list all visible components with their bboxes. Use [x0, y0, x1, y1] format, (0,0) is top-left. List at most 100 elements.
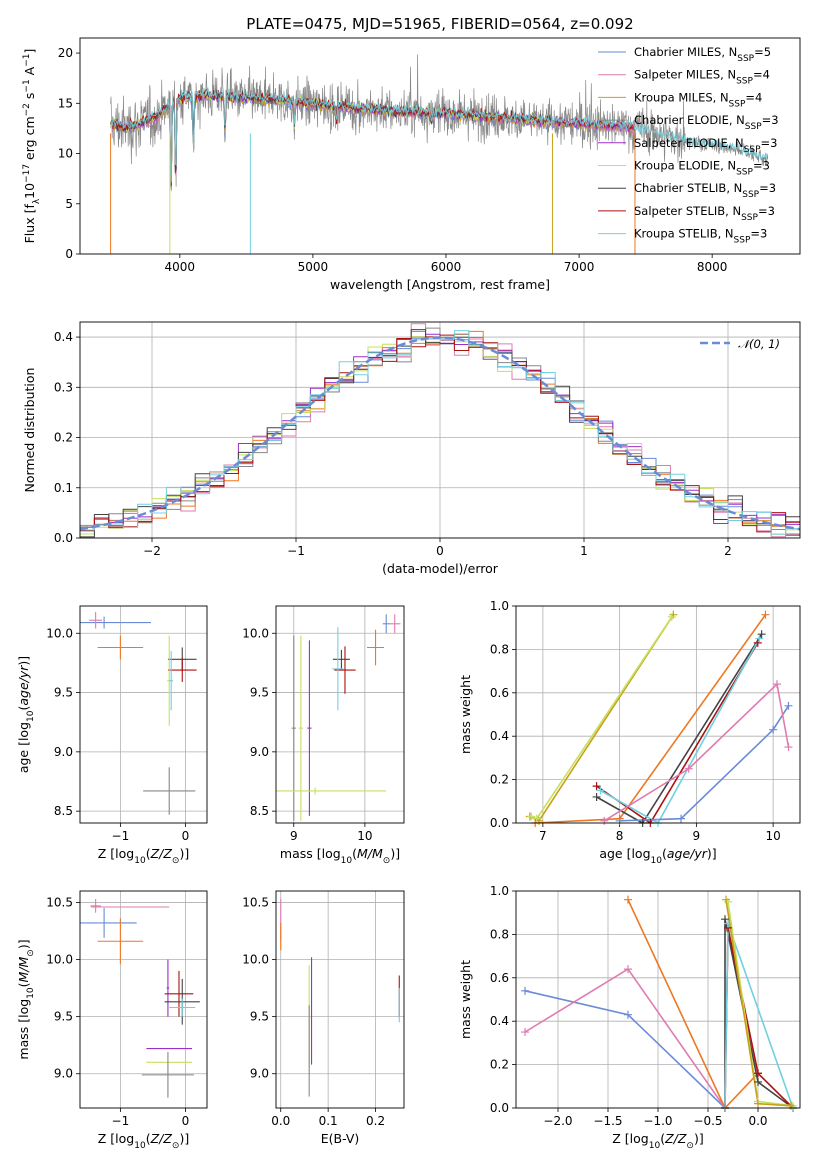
x-tick-label: 5000 [298, 260, 329, 274]
axes-frame [515, 605, 801, 824]
x-tick-label: −2.0 [543, 1114, 572, 1128]
x-tick-label: −2 [143, 544, 161, 558]
y-tick-label: 8.5 [54, 804, 73, 818]
panel-mass_vs_Z: −1 09.09.510.010.5Z [log10(Z/Z⊙)]mass [lo… [16, 890, 208, 1151]
label-part: 10 [26, 710, 36, 722]
mass-weight-line [524, 968, 726, 1108]
label-part: 10 [649, 1141, 661, 1151]
label-part: ( [352, 846, 357, 861]
label-part: Kroupa MILES, N [634, 90, 729, 104]
y-axis-label: Flux [fλ10−17 erg cm−2 s−1 A−1] [22, 49, 42, 244]
axes-frame [79, 321, 801, 539]
y-tick-label: 0 [65, 247, 73, 261]
mass-weight-marker [787, 1101, 795, 1110]
mass-weight-marker [592, 792, 601, 801]
mass-weight-line [627, 899, 759, 1108]
panel-massweight_vs_Z: −2.0 −1.5 −1.0 −0.5 0.0 0.0 0.2 0.4 0.6 0.8 1.0 Z [… [458, 884, 801, 1151]
x-tick-label: 10 [357, 829, 372, 843]
mass-weight-marker [724, 919, 732, 928]
label-part: age [log [16, 722, 31, 773]
mass-weight-marker [753, 638, 762, 647]
mass-weight-line [603, 682, 790, 822]
mass-weight-marker [754, 1069, 762, 1078]
plot-area-age_vs_Z [80, 606, 207, 823]
label-part: M/M [16, 956, 31, 982]
mass-weight-line [600, 638, 761, 823]
legend-entry: Chabrier MILES, NSSP=5 [634, 45, 771, 64]
mass-weight-marker [521, 986, 529, 995]
mass-weight-marker [596, 786, 605, 795]
y-tick-label: 0.2 [54, 431, 73, 445]
label-part: =5 [754, 45, 771, 59]
y-tick-label: 0.8 [490, 927, 509, 941]
label-part: Flux [f [22, 204, 37, 244]
label-part: SSP [737, 54, 754, 64]
mass-weight-marker [754, 1099, 762, 1108]
label-part: SSP [736, 77, 753, 87]
label-part: Chabrier MILES, N [634, 45, 737, 59]
y-tick-label: 0.2 [490, 1058, 509, 1072]
panel-residuals: −2 −1 0 1 2 0.0 0.1 0.2 0.3 0.4 (data-model)/error… [22, 321, 801, 576]
y-tick-label: 0.4 [490, 1014, 509, 1028]
legend-entry: 𝒩(0, 1) [738, 337, 780, 351]
mass-weight-marker [757, 630, 766, 639]
label-part: λ [32, 198, 42, 204]
y-tick-label: 0.6 [490, 686, 509, 700]
figure-title: PLATE=0475, MJD=51965, FIBERID=0564, z=0… [246, 15, 633, 33]
label-part: ⊙ [172, 1141, 180, 1151]
x-axis-label: wavelength [Angstrom, rest frame] [330, 277, 550, 292]
x-tick-label: 4000 [165, 260, 196, 274]
label-part: (data-model)/error [382, 561, 499, 576]
label-part: ⊙ [26, 949, 36, 957]
y-tick-label: 0.0 [490, 1101, 509, 1115]
label-part: SSP [741, 213, 758, 223]
label-part: −2 [22, 103, 32, 116]
legend-entry: Salpeter ELODIE, NSSP=3 [634, 136, 777, 155]
mass-weight-marker [772, 680, 781, 689]
label-part: Z/Z [664, 1131, 687, 1146]
y-axis-label: Normed distribution [22, 368, 37, 493]
x-axis-label: Z [log10(Z/Z⊙)] [98, 1131, 189, 1151]
label-part: =3 [761, 136, 778, 150]
label-part: −1 [22, 79, 32, 92]
legend-entry: Chabrier ELODIE, NSSP=3 [634, 113, 779, 132]
y-tick-label: 10.5 [242, 895, 269, 909]
y-tick-label: 9.0 [54, 1067, 73, 1081]
label-part: mass weight [458, 675, 473, 754]
x-tick-label: 0.0 [748, 1114, 767, 1128]
label-part: age [log [599, 846, 650, 861]
y-tick-label: 0.0 [54, 531, 73, 545]
label-part: )] [16, 656, 31, 666]
y-tick-label: 9.5 [250, 686, 269, 700]
label-part: ⊙ [383, 856, 391, 866]
x-tick-label: −0.5 [693, 1114, 722, 1128]
x-tick-label: 9 [290, 829, 298, 843]
label-part: ( [146, 1131, 151, 1146]
y-tick-label: 9.0 [54, 745, 73, 759]
x-tick-label: 0 [182, 1114, 190, 1128]
label-part: ⊙ [172, 856, 180, 866]
label-part: SSP [745, 122, 762, 132]
y-tick-label: 9.0 [250, 1067, 269, 1081]
y-tick-label: 10.5 [46, 895, 73, 909]
y-tick-label: 0.3 [54, 380, 73, 394]
x-tick-label: 0.0 [271, 1114, 290, 1128]
label-part: wavelength [Angstrom, rest frame] [330, 277, 550, 292]
mass-weight-marker [615, 816, 624, 825]
mass-weight-line [531, 616, 673, 820]
label-part: 10 [22, 183, 37, 199]
label-part: SSP [736, 168, 753, 178]
mass-weight-marker [667, 612, 676, 621]
label-part: 10 [134, 1141, 146, 1151]
label-part: SSP [729, 99, 746, 109]
y-tick-label: 0.0 [490, 816, 509, 830]
mass-weight-marker [677, 814, 686, 823]
mass-weight-marker [784, 743, 793, 752]
axes-frame [275, 890, 405, 1109]
label-part: 10 [651, 856, 663, 866]
label-part: Z/Z [150, 846, 173, 861]
y-tick-label: 0.8 [490, 642, 509, 656]
y-tick-label: 10 [58, 147, 73, 161]
normal-reference-curve [80, 336, 800, 531]
